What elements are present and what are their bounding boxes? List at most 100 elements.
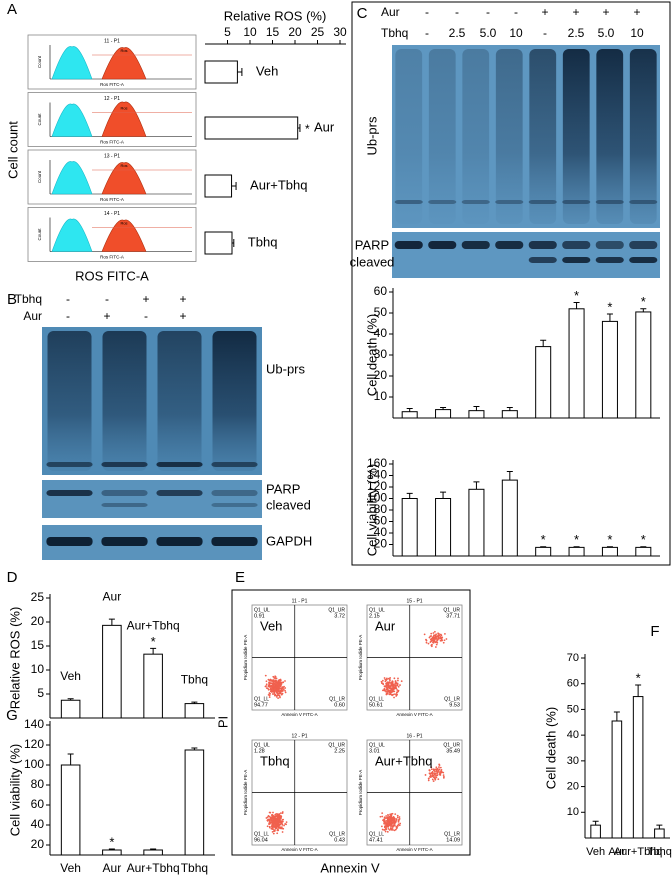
scatter-dot [399,684,401,686]
error-bar [440,491,447,499]
error-bar [231,182,237,190]
bar [401,411,418,419]
lane-sign: - [425,26,429,40]
quadrant-value: 3.72 [334,613,345,619]
scatter-dot [275,677,278,680]
lane-sign: + [142,292,149,306]
panel-e-frame [231,589,471,856]
bar [632,696,644,839]
scatter-dot [386,823,388,826]
y-tick-label: 60 [374,284,388,298]
blot-band [629,241,658,249]
quadrant-tag: Q1_LL [369,831,384,837]
scatter-dot [385,815,388,817]
axis-label: PI [215,716,230,728]
scatter-dot [438,763,441,766]
blot-band [595,200,624,204]
panel-letter: D [7,569,18,586]
y-tick-label: 10 [374,389,388,403]
scatter-dot [273,683,276,685]
significance-mark: * [641,532,646,547]
blot-smear [596,49,624,224]
quadrant-tag: Q1_UR [328,607,345,613]
scatter-dot [268,815,271,818]
scatter-dot [439,639,442,642]
bar [143,849,163,856]
quadrant-tag: Q1_UR [328,742,345,748]
bar [611,720,623,839]
error-bar [108,618,115,626]
scatter-x-axis: Annexin V FITC-A [281,847,317,852]
y-tick-label: 40 [567,729,579,741]
scatter-dot [400,680,403,683]
scatter-dot [391,681,394,684]
scatter-dot [386,681,389,684]
quadrant-value: 9.53 [449,702,460,708]
scatter-dot [395,819,398,822]
scatter-dot [273,690,275,692]
error-bar [237,68,243,76]
bar [435,498,452,557]
scatter-dot [272,680,275,683]
error-bar [150,647,157,655]
quadrant-tag: Q1_LR [444,696,460,702]
category-label: Tbhq [181,672,208,686]
lane-sign: - [543,26,547,40]
scatter-dot [280,689,283,692]
y-tick-label: 10 [567,806,579,818]
scatter-dot [394,682,397,685]
bar [468,410,485,419]
scatter-dot [437,634,439,637]
scatter-dot [438,768,441,771]
bar [204,116,299,140]
histogram-x-axis: Ros FITC-A [100,82,124,87]
scatter-dot [383,828,386,831]
y-tick-label: 160 [367,456,387,470]
y-tick-label: 140 [24,717,44,731]
lane-sign: + [572,5,579,19]
scatter-dot [436,635,439,638]
scatter-dot [268,822,271,825]
scatter-dot [270,691,273,693]
quadrant-value: 14.09 [446,837,460,843]
error-bar [67,753,74,765]
scatter-dot [271,687,274,689]
blot-band [156,462,203,467]
scatter-dot [425,641,428,644]
scatter-dot [388,820,391,823]
scatter-dot [432,641,434,644]
scatter-dot [396,684,399,687]
scatter-dot [274,680,277,683]
scatter-dot [442,641,445,644]
lane-sign: + [179,292,186,306]
blot-band [595,241,624,249]
blot [42,480,262,518]
scatter-dot [390,824,392,827]
y-tick-label: 40 [374,326,388,340]
error-bar [640,546,647,548]
category-label: Tbhq [181,861,208,875]
scatter-title: 16 - P1 [406,733,422,739]
axis-label: Annexin V [320,860,380,875]
blot-band [528,241,557,249]
scatter-dot [268,818,271,821]
scatter-dot [385,679,388,682]
quadrant-tag: Q1_UL [254,607,270,613]
scatter-dot [281,820,284,823]
blot-band [495,200,524,204]
histogram-peak [101,101,147,137]
lane-sign: - [66,292,70,306]
scatter-dot [435,643,438,646]
quadrant-tag: Q1_UR [443,607,460,613]
scatter-dot [278,820,281,823]
lane-sign: - [66,309,70,323]
scatter-dot [387,813,389,816]
scatter-dot [386,820,389,823]
scatter-dot [280,822,282,824]
scatter-dot [436,641,439,644]
scatter-dot [382,683,385,686]
scatter-dot [270,685,272,688]
scatter-dot [438,632,440,635]
x-tick-label: 15 [266,25,280,39]
